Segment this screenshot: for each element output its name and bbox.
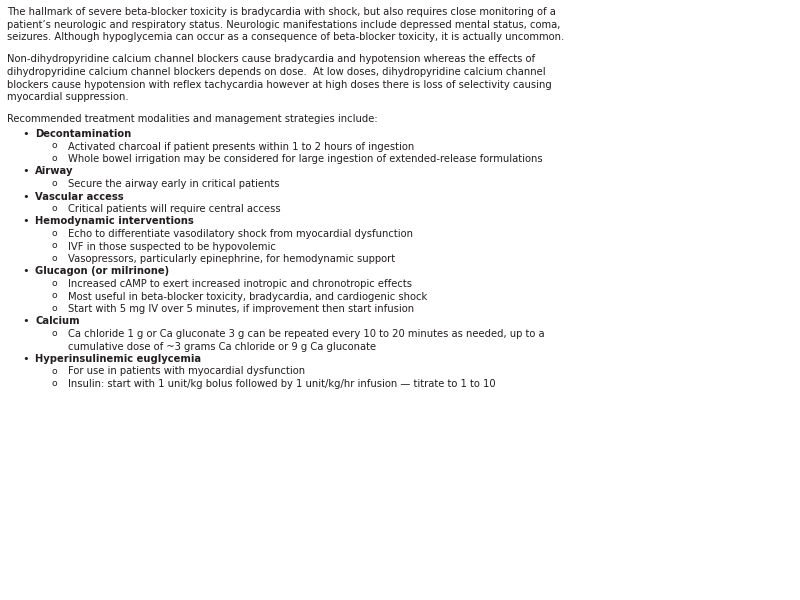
Text: o: o	[52, 241, 58, 251]
Text: o: o	[52, 204, 58, 213]
Text: o: o	[52, 154, 58, 163]
Text: o: o	[52, 304, 58, 313]
Text: Increased cAMP to exert increased inotropic and chronotropic effects: Increased cAMP to exert increased inotro…	[68, 279, 412, 289]
Text: Vasopressors, particularly epinephrine, for hemodynamic support: Vasopressors, particularly epinephrine, …	[68, 254, 395, 264]
Text: o: o	[52, 179, 58, 188]
Text: o: o	[52, 292, 58, 301]
Text: •: •	[22, 129, 29, 139]
Text: Hyperinsulinemic euglycemia: Hyperinsulinemic euglycemia	[35, 354, 201, 364]
Text: •: •	[22, 317, 29, 326]
Text: Vascular access: Vascular access	[35, 191, 124, 202]
Text: •: •	[22, 217, 29, 226]
Text: o: o	[52, 142, 58, 151]
Text: Secure the airway early in critical patients: Secure the airway early in critical pati…	[68, 179, 279, 189]
Text: o: o	[52, 329, 58, 338]
Text: Hemodynamic interventions: Hemodynamic interventions	[35, 217, 194, 226]
Text: For use in patients with myocardial dysfunction: For use in patients with myocardial dysf…	[68, 367, 305, 377]
Text: Glucagon (or milrinone): Glucagon (or milrinone)	[35, 266, 169, 277]
Text: Recommended treatment modalities and management strategies include:: Recommended treatment modalities and man…	[7, 115, 378, 124]
Text: The hallmark of severe beta-blocker toxicity is bradycardia with shock, but also: The hallmark of severe beta-blocker toxi…	[7, 7, 556, 17]
Text: Airway: Airway	[35, 166, 74, 176]
Text: •: •	[22, 191, 29, 202]
Text: Whole bowel irrigation may be considered for large ingestion of extended-release: Whole bowel irrigation may be considered…	[68, 154, 542, 164]
Text: Insulin: start with 1 unit/kg bolus followed by 1 unit/kg/hr infusion — titrate : Insulin: start with 1 unit/kg bolus foll…	[68, 379, 496, 389]
Text: seizures. Although hypoglycemia can occur as a consequence of beta-blocker toxic: seizures. Although hypoglycemia can occu…	[7, 32, 564, 42]
Text: •: •	[22, 354, 29, 364]
Text: Echo to differentiate vasodilatory shock from myocardial dysfunction: Echo to differentiate vasodilatory shock…	[68, 229, 413, 239]
Text: Non-dihydropyridine calcium channel blockers cause bradycardia and hypotension w: Non-dihydropyridine calcium channel bloc…	[7, 55, 535, 64]
Text: myocardial suppression.: myocardial suppression.	[7, 92, 129, 102]
Text: patient’s neurologic and respiratory status. Neurologic manifestations include d: patient’s neurologic and respiratory sta…	[7, 19, 560, 29]
Text: o: o	[52, 279, 58, 288]
Text: Most useful in beta-blocker toxicity, bradycardia, and cardiogenic shock: Most useful in beta-blocker toxicity, br…	[68, 292, 427, 301]
Text: o: o	[52, 229, 58, 238]
Text: o: o	[52, 254, 58, 263]
Text: blockers cause hypotension with reflex tachycardia however at high doses there i: blockers cause hypotension with reflex t…	[7, 79, 552, 89]
Text: Decontamination: Decontamination	[35, 129, 131, 139]
Text: •: •	[22, 166, 29, 176]
Text: cumulative dose of ~3 grams Ca chloride or 9 g Ca gluconate: cumulative dose of ~3 grams Ca chloride …	[68, 341, 376, 352]
Text: Ca chloride 1 g or Ca gluconate 3 g can be repeated every 10 to 20 minutes as ne: Ca chloride 1 g or Ca gluconate 3 g can …	[68, 329, 545, 339]
Text: o: o	[52, 367, 58, 376]
Text: •: •	[22, 266, 29, 277]
Text: Start with 5 mg IV over 5 minutes, if improvement then start infusion: Start with 5 mg IV over 5 minutes, if im…	[68, 304, 414, 314]
Text: o: o	[52, 379, 58, 388]
Text: IVF in those suspected to be hypovolemic: IVF in those suspected to be hypovolemic	[68, 241, 276, 251]
Text: Activated charcoal if patient presents within 1 to 2 hours of ingestion: Activated charcoal if patient presents w…	[68, 142, 414, 151]
Text: Critical patients will require central access: Critical patients will require central a…	[68, 204, 281, 214]
Text: dihydropyridine calcium channel blockers depends on dose.  At low doses, dihydro: dihydropyridine calcium channel blockers…	[7, 67, 546, 77]
Text: Calcium: Calcium	[35, 317, 80, 326]
